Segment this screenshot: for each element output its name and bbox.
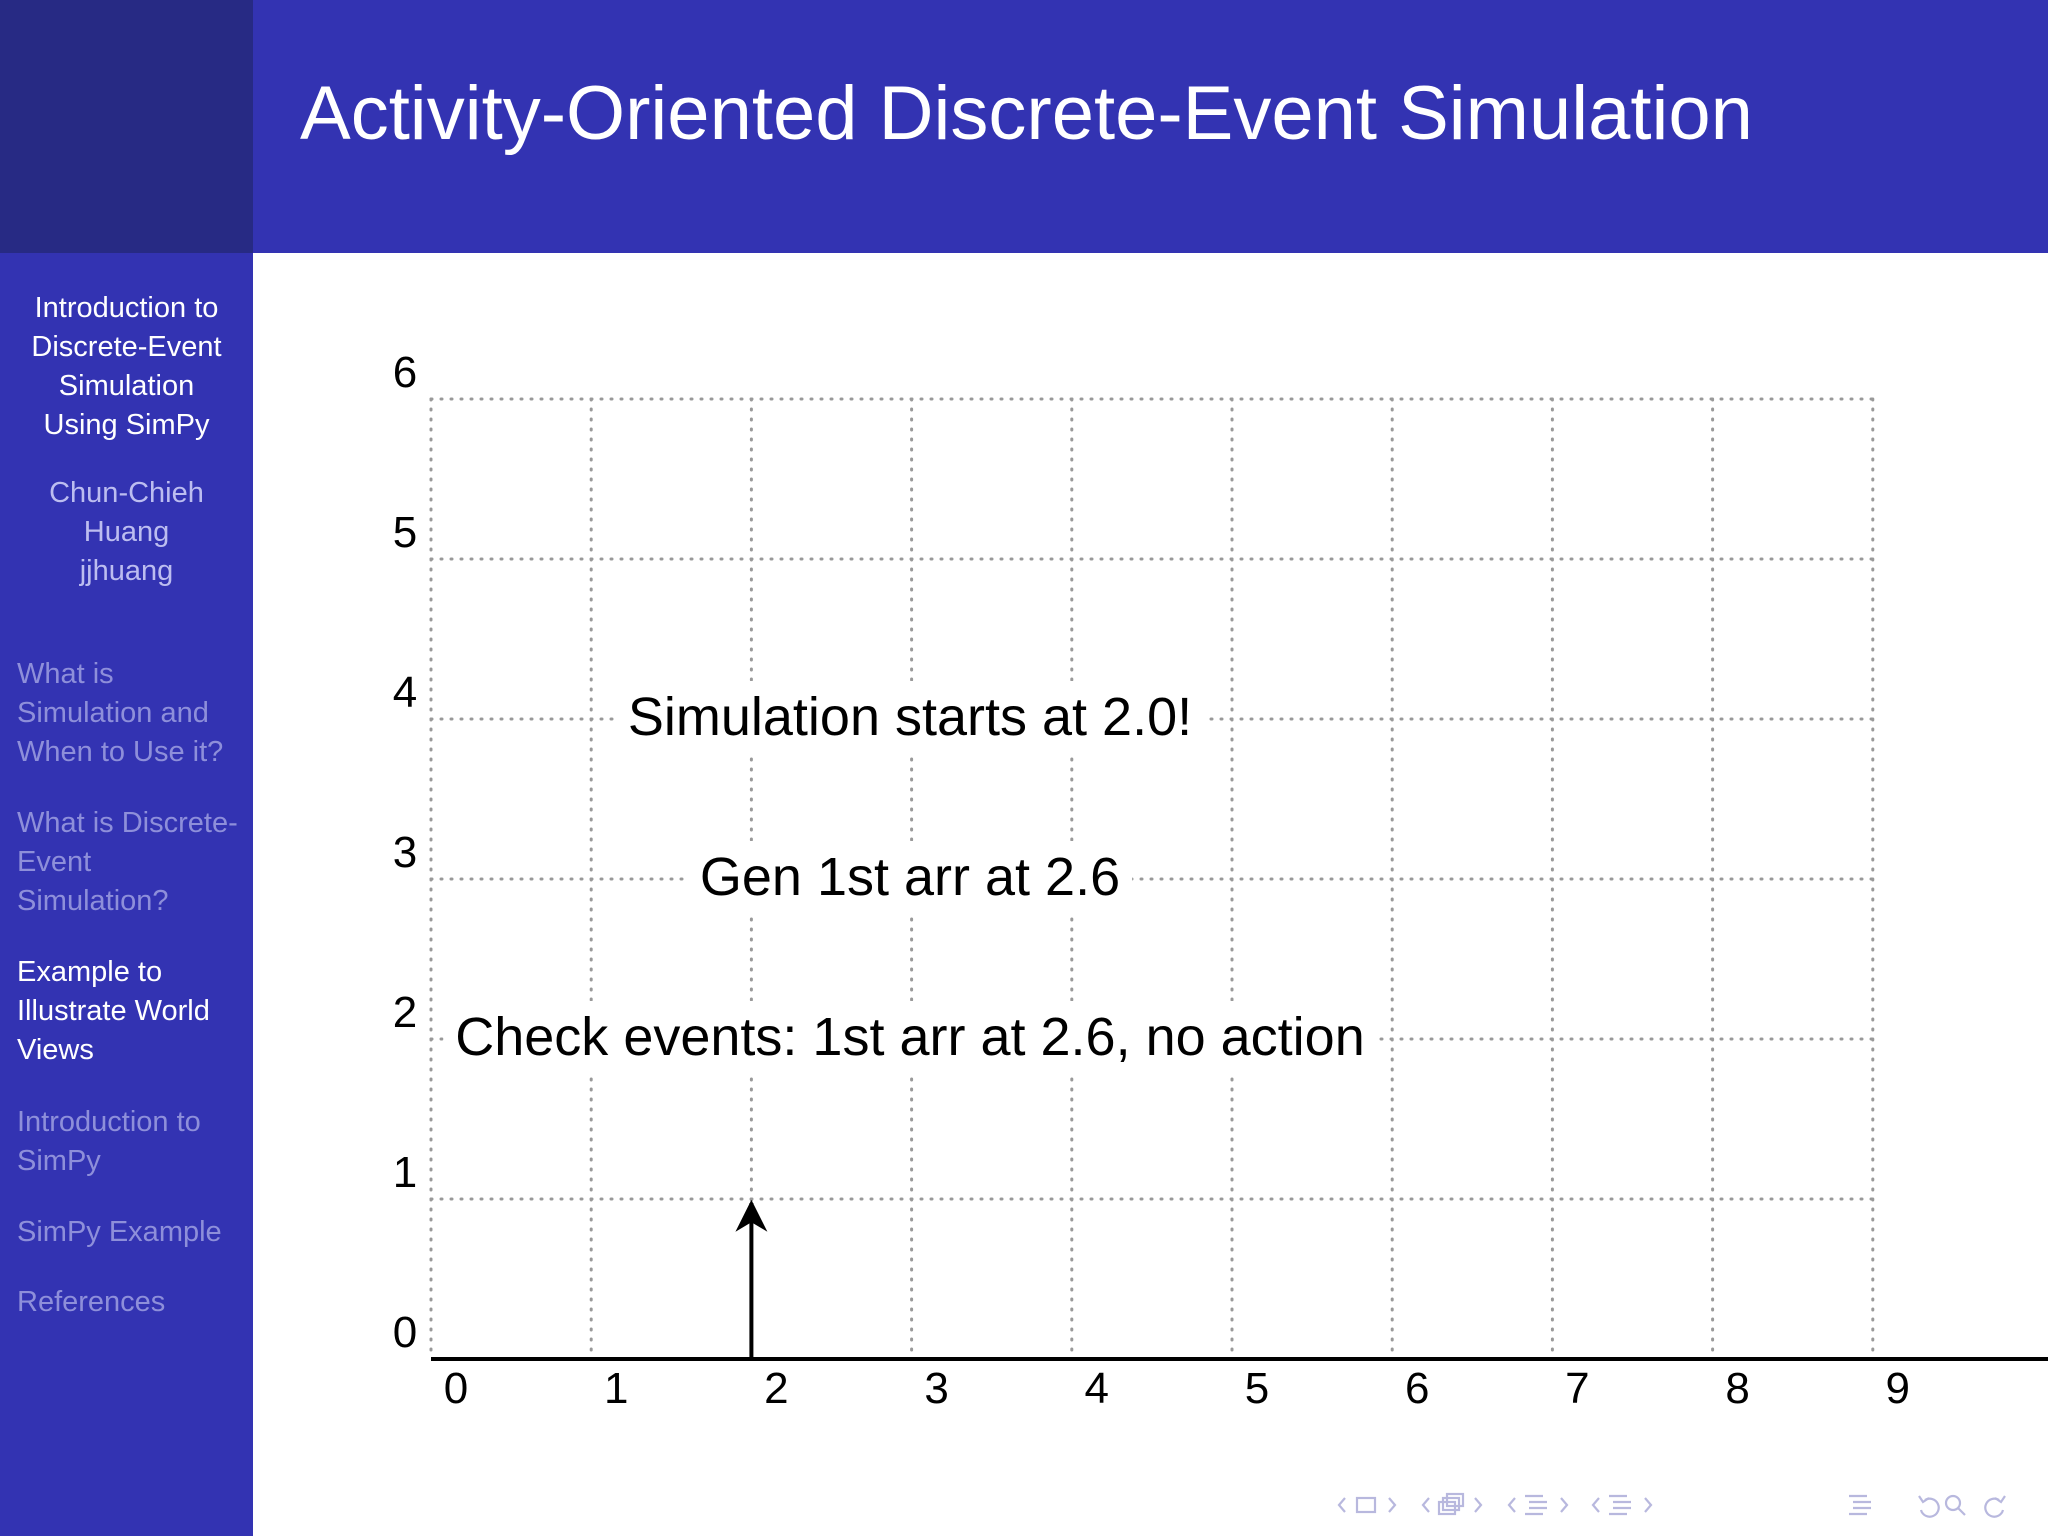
subsection-icon[interactable] bbox=[1437, 1492, 1465, 1516]
subsection-prev-icon[interactable] bbox=[1421, 1497, 1430, 1513]
y-tick-label: 4 bbox=[393, 668, 417, 717]
section-next-icon[interactable] bbox=[1560, 1497, 1569, 1513]
section-prev-icon[interactable] bbox=[1507, 1497, 1516, 1513]
doc-icon[interactable] bbox=[1609, 1494, 1631, 1516]
y-tick-labels: 0 1 2 3 4 5 6 bbox=[393, 348, 417, 1357]
annotation-text: Check events: 1st arr at 2.6, no action bbox=[455, 1007, 1364, 1067]
annotation-background bbox=[615, 681, 1205, 753]
presentation-title-line: Introduction to bbox=[34, 292, 219, 324]
sidebar: Introduction to Discrete-Event Simulatio… bbox=[0, 253, 253, 1536]
doc-next-icon[interactable] bbox=[1644, 1497, 1653, 1513]
y-tick-label: 2 bbox=[393, 988, 417, 1037]
x-tick-label: 1 bbox=[604, 1364, 628, 1413]
sidebar-item-references[interactable]: References bbox=[17, 1286, 166, 1318]
x-tick-label: 3 bbox=[924, 1364, 948, 1413]
search-icon[interactable] bbox=[1944, 1494, 1966, 1516]
presentation-title-line: Simulation bbox=[58, 370, 195, 402]
annotation-text: Simulation starts at 2.0! bbox=[628, 687, 1192, 747]
frame-icon[interactable] bbox=[1355, 1496, 1377, 1514]
plot-grid bbox=[429, 397, 1875, 1361]
back-icon[interactable] bbox=[1918, 1495, 1940, 1518]
annotation-text: Gen 1st arr at 2.6 bbox=[700, 847, 1120, 907]
outline-icon[interactable] bbox=[1849, 1494, 1871, 1516]
x-tick-label: 7 bbox=[1565, 1364, 1589, 1413]
doc-prev-icon[interactable] bbox=[1591, 1497, 1600, 1513]
annotation-background bbox=[443, 1001, 1377, 1073]
y-tick-label: 6 bbox=[393, 348, 417, 397]
frame-next-icon[interactable] bbox=[1388, 1497, 1397, 1513]
sidebar-item-what-is-simulation[interactable]: What is Simulation and When to Use it? bbox=[17, 658, 224, 768]
annotation-background bbox=[687, 841, 1133, 913]
x-tick-label: 6 bbox=[1405, 1364, 1429, 1413]
y-tick-label: 0 bbox=[393, 1308, 417, 1357]
navigation-bar bbox=[1337, 1492, 2006, 1518]
sidebar-item-simpy-example[interactable]: SimPy Example bbox=[17, 1216, 222, 1248]
author[interactable]: Chun-Chieh Huang jjhuang bbox=[0, 474, 253, 591]
x-tick-label: 8 bbox=[1725, 1364, 1749, 1413]
x-tick-label: 2 bbox=[764, 1364, 788, 1413]
slide-title: Activity-Oriented Discrete-Event Simulat… bbox=[300, 71, 1753, 156]
sidebar-item-world-views[interactable]: Example to Illustrate World Views bbox=[17, 956, 210, 1066]
header-bar: Activity-Oriented Discrete-Event Simulat… bbox=[253, 0, 2048, 253]
sidebar-item-what-is-des[interactable]: What is Discrete-Event Simulation? bbox=[17, 807, 238, 917]
x-tick-label: 4 bbox=[1085, 1364, 1109, 1413]
author-line: Chun-Chieh bbox=[49, 477, 204, 509]
x-tick-label: 0 bbox=[444, 1364, 468, 1413]
header-corner bbox=[0, 0, 253, 253]
x-tick-label: 9 bbox=[1886, 1364, 1910, 1413]
subsection-next-icon[interactable] bbox=[1474, 1497, 1483, 1513]
section-icon[interactable] bbox=[1525, 1494, 1547, 1516]
x-tick-label: 5 bbox=[1245, 1364, 1269, 1413]
author-line: Huang bbox=[83, 516, 170, 548]
y-tick-label: 3 bbox=[393, 828, 417, 877]
forward-icon[interactable] bbox=[1984, 1495, 2006, 1518]
presentation-title-line: Using SimPy bbox=[43, 409, 210, 441]
frame-prev-icon[interactable] bbox=[1337, 1497, 1346, 1513]
author-line: jjhuang bbox=[79, 555, 174, 587]
y-tick-label: 5 bbox=[393, 508, 417, 557]
y-tick-label: 1 bbox=[393, 1148, 417, 1197]
presentation-title[interactable]: Introduction to Discrete-Event Simulatio… bbox=[0, 289, 253, 445]
plot-annotations: Simulation starts at 2.0! Gen 1st arr at … bbox=[443, 681, 1377, 1073]
presentation-title-line: Discrete-Event bbox=[31, 331, 222, 363]
sidebar-item-intro-simpy[interactable]: Introduction to SimPy bbox=[17, 1106, 201, 1177]
x-tick-labels: 0 1 2 3 4 5 6 7 8 9 bbox=[444, 1364, 1910, 1413]
